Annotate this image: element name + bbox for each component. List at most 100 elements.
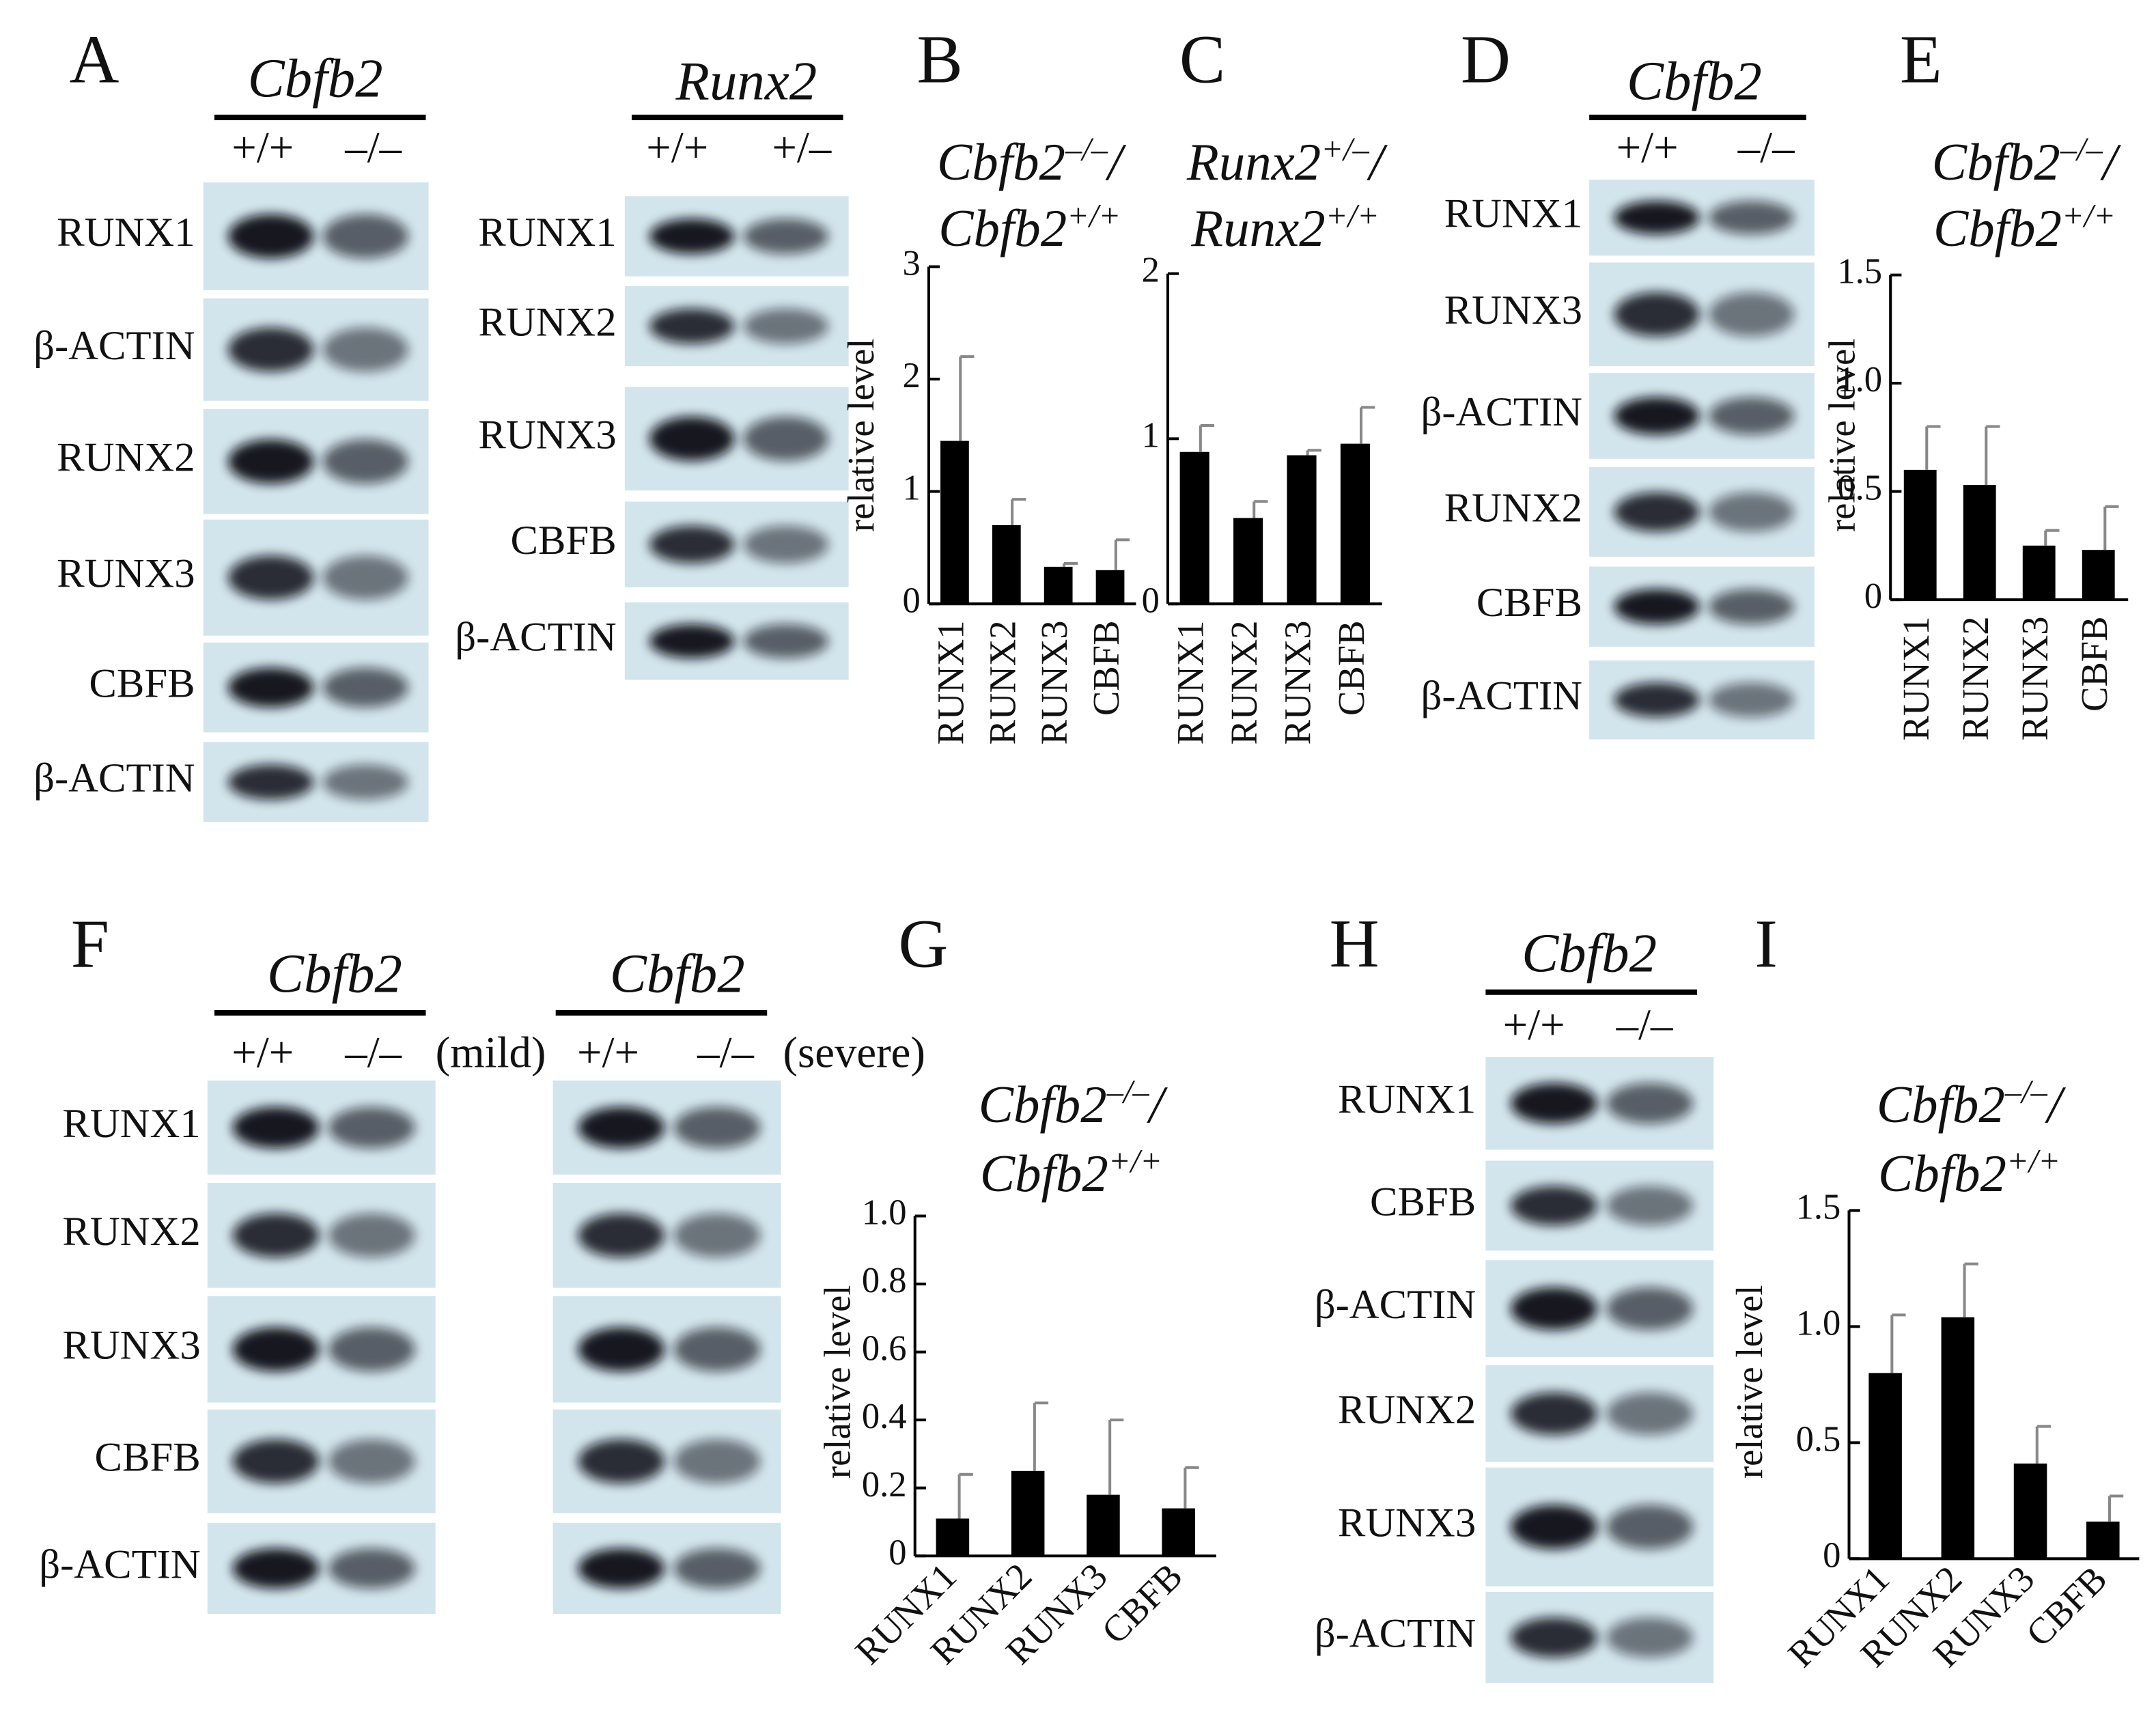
title-text: Cbfb2 — [1878, 1144, 2006, 1203]
x-tick-label: CBFB — [1085, 620, 1127, 716]
genotype: +/+ — [1616, 123, 1679, 172]
row-label: RUNX1 — [1444, 191, 1582, 237]
x-tick-label: RUNX3 — [1033, 620, 1075, 744]
y-tick-label: 0 — [1864, 576, 1882, 616]
y-tick-label: 0.2 — [862, 1465, 907, 1505]
band — [578, 1439, 665, 1484]
row-label: RUNX2 — [478, 299, 616, 345]
y-tick-label: 0.4 — [862, 1397, 907, 1436]
band — [1606, 1287, 1694, 1330]
y-tick-label: 0 — [1142, 581, 1160, 620]
panel-label: E — [1900, 20, 1942, 97]
title-text: / — [1367, 132, 1388, 191]
chart-title: Runx2+/+ — [1190, 197, 1379, 257]
y-tick-label: 0 — [888, 1533, 906, 1572]
row-label: CBFB — [89, 661, 195, 707]
row-label: CBFB — [1370, 1179, 1476, 1225]
panel-label: G — [898, 905, 948, 981]
row-label: RUNX3 — [478, 412, 616, 458]
band — [649, 417, 735, 461]
row-label: β-ACTIN — [1421, 673, 1583, 719]
bar — [1095, 570, 1125, 604]
title-sup: –/– — [2060, 131, 2103, 168]
band — [1614, 682, 1700, 718]
band — [1606, 1392, 1694, 1436]
band — [649, 219, 735, 254]
x-tick-label: RUNX2 — [981, 620, 1023, 744]
title-text: Cbfb2 — [938, 199, 1067, 257]
band — [578, 1213, 665, 1258]
band — [322, 439, 408, 484]
row-label: RUNX2 — [1338, 1387, 1476, 1433]
genotype: –/– — [344, 123, 402, 172]
blot-header: Cbfb2 — [248, 48, 383, 109]
row-label: RUNX2 — [57, 435, 195, 481]
chart-title: Cbfb2–/–/ — [979, 1074, 1168, 1134]
band — [228, 439, 314, 484]
y-axis-label: relative level — [840, 339, 882, 533]
row-label: RUNX3 — [62, 1323, 200, 1369]
blot-header: Cbfb2 — [1627, 51, 1762, 112]
title-sup: +/+ — [1326, 197, 1380, 234]
row-label: RUNX3 — [1338, 1500, 1476, 1546]
chart-title: Cbfb2+/+ — [1933, 197, 2116, 257]
title-sup: +/+ — [2006, 1143, 2060, 1179]
band — [1708, 201, 1795, 235]
panel-label: F — [71, 905, 109, 981]
title-sup: +/+ — [1108, 1143, 1162, 1179]
band — [322, 555, 408, 600]
band — [232, 1213, 320, 1258]
band — [649, 308, 735, 344]
band — [228, 214, 314, 259]
y-tick-label: 0.5 — [1837, 469, 1882, 508]
bar — [2086, 1521, 2120, 1559]
bar — [936, 1518, 970, 1556]
y-axis-label: relative level — [1821, 339, 1863, 533]
y-tick-label: 0.5 — [1796, 1419, 1841, 1459]
row-label: β-ACTIN — [33, 323, 195, 369]
band — [673, 1548, 761, 1589]
row-label: RUNX1 — [57, 210, 195, 255]
y-tick-label: 1.0 — [1837, 360, 1882, 400]
y-tick-label: 1 — [903, 469, 921, 508]
band — [578, 1327, 665, 1372]
title-sup: –/– — [2004, 1074, 2048, 1110]
band — [1511, 1617, 1597, 1658]
row-label: β-ACTIN — [1315, 1611, 1476, 1657]
title-text: Runx2 — [1186, 132, 1321, 191]
genotype: +/+ — [646, 123, 708, 172]
band — [578, 1106, 665, 1149]
bar — [1044, 566, 1073, 604]
title-sup: +/+ — [2062, 197, 2116, 234]
y-tick-label: 1.0 — [1796, 1303, 1841, 1343]
row-label: RUNX2 — [1444, 486, 1582, 531]
row-label: RUNX1 — [478, 210, 616, 255]
band — [743, 308, 829, 344]
title-text: Cbfb2 — [1877, 1075, 2005, 1134]
y-tick-label: 1 — [1142, 415, 1160, 455]
band — [322, 327, 408, 372]
blot-header: Cbfb2 — [267, 943, 402, 1005]
band — [1708, 589, 1795, 625]
band — [743, 219, 829, 254]
x-tick-label: RUNX1 — [929, 620, 971, 744]
x-tick-label: RUNX3 — [2014, 616, 2056, 740]
y-tick-label: 0.6 — [862, 1329, 907, 1369]
title-text: Cbfb2 — [1932, 132, 2060, 191]
row-label: RUNX1 — [1338, 1077, 1476, 1123]
x-tick-label: RUNX1 — [1170, 620, 1212, 744]
bar — [1868, 1373, 1902, 1559]
row-label: β-ACTIN — [455, 615, 617, 660]
band — [1511, 1505, 1597, 1550]
genotype: –/– — [1737, 123, 1795, 172]
band — [1606, 1505, 1694, 1550]
y-tick-label: 1.0 — [862, 1193, 907, 1233]
bar — [1941, 1317, 1975, 1559]
x-tick-label: CBFB — [1330, 620, 1372, 716]
band — [1511, 1186, 1597, 1226]
row-label: β-ACTIN — [1315, 1282, 1476, 1328]
x-tick-label: RUNX3 — [1277, 620, 1319, 744]
band — [228, 555, 314, 600]
bar — [1011, 1470, 1045, 1556]
band — [743, 624, 829, 658]
